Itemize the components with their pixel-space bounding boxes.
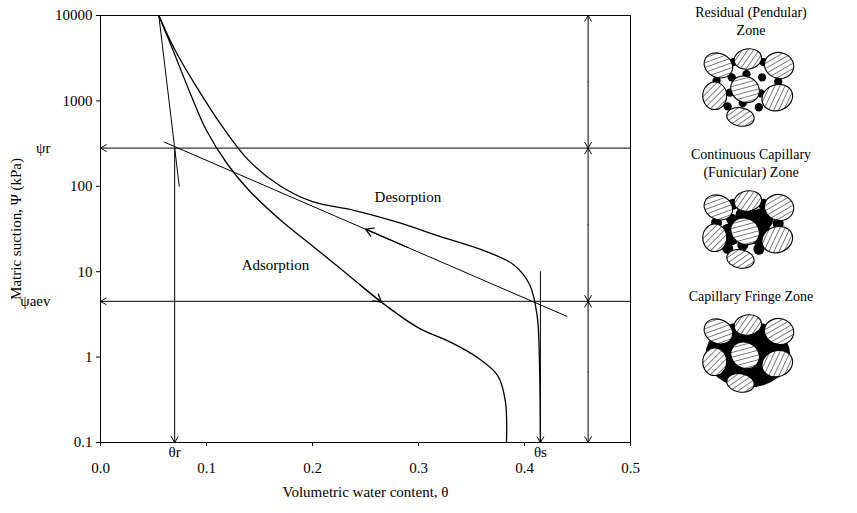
- svg-text:θs: θs: [534, 444, 547, 460]
- svg-text:0.1: 0.1: [197, 460, 216, 476]
- svg-text:Matric suction, Ψ (kPa): Matric suction, Ψ (kPa): [8, 158, 25, 300]
- svg-text:θr: θr: [169, 444, 181, 460]
- svg-text:0.3: 0.3: [409, 460, 428, 476]
- svg-text:10: 10: [78, 264, 93, 280]
- svg-text:0.4: 0.4: [515, 460, 534, 476]
- svg-text:ψaev: ψaev: [20, 293, 51, 309]
- svg-text:0.5: 0.5: [621, 460, 640, 476]
- svg-text:Continuous Capillary: Continuous Capillary: [691, 147, 811, 162]
- svg-text:10000: 10000: [55, 7, 93, 23]
- svg-text:Capillary Fringe Zone: Capillary Fringe Zone: [689, 289, 813, 304]
- svg-text:1000: 1000: [63, 93, 93, 109]
- svg-text:Residual (Pendular): Residual (Pendular): [695, 5, 807, 21]
- svg-text:Zone: Zone: [737, 23, 766, 38]
- svg-text:Desorption: Desorption: [375, 189, 442, 205]
- svg-text:Adsorption: Adsorption: [242, 257, 310, 273]
- svg-text:ψr: ψr: [36, 140, 50, 156]
- svg-text:0.0: 0.0: [91, 460, 110, 476]
- svg-text:(Funicular) Zone: (Funicular) Zone: [703, 165, 798, 181]
- svg-text:Volumetric water content, θ: Volumetric water content, θ: [282, 484, 448, 500]
- svg-text:0.1: 0.1: [74, 434, 93, 450]
- svg-text:1: 1: [85, 349, 93, 365]
- svg-text:100: 100: [70, 178, 93, 194]
- svg-text:0.2: 0.2: [303, 460, 322, 476]
